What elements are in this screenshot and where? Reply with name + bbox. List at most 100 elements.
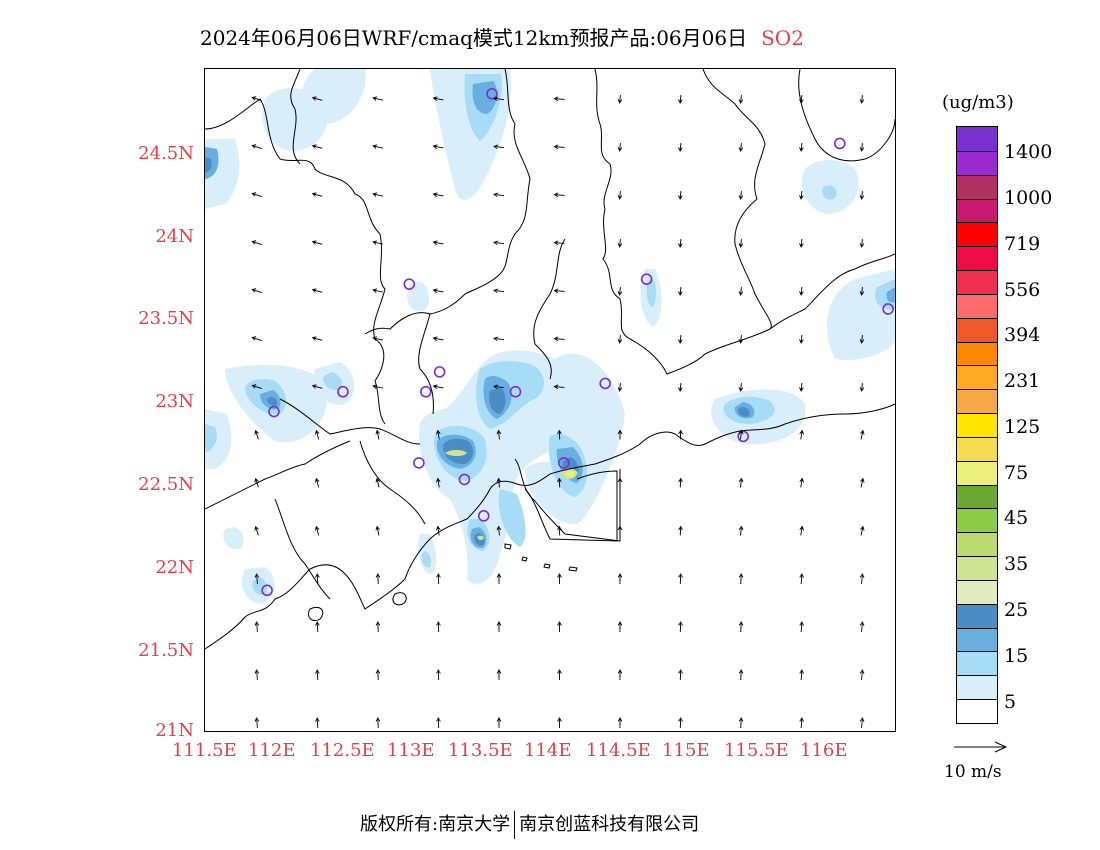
colorbar-swatch (957, 198, 997, 223)
wind-vector (557, 669, 562, 681)
wind-vector (493, 96, 505, 102)
field-5 (223, 527, 244, 550)
wind-vector (617, 429, 623, 440)
monitoring-stations (261, 88, 894, 597)
colorbar-label: 25 (1004, 599, 1029, 621)
lon-tick-label: 116E (800, 740, 848, 761)
wind-vector (553, 384, 565, 390)
colorbar-swatch (957, 222, 997, 247)
colorbar (956, 126, 998, 724)
wind-vector (799, 334, 804, 344)
colorbar-swatch (957, 150, 997, 176)
wind-vector (799, 190, 804, 200)
wind-vector (859, 238, 865, 248)
wind-vector (553, 144, 565, 150)
wind-vector (493, 240, 505, 246)
wind-vector (251, 384, 262, 389)
wind-vector (738, 382, 744, 392)
colorbar-swatch (957, 484, 997, 509)
wind-vector (617, 621, 623, 633)
wind-vector (436, 717, 441, 729)
wind-vector (311, 288, 323, 293)
colorbar-swatch (957, 127, 997, 152)
station-marker (557, 457, 570, 469)
wind-vector (799, 477, 804, 488)
colorbar-unit: (ug/m3) (942, 92, 1014, 113)
island (307, 606, 324, 622)
field-5 (205, 409, 232, 469)
wind-vector (436, 669, 441, 681)
wind-vector (375, 669, 381, 681)
wind-vector (251, 192, 262, 197)
map-plot-area (205, 69, 895, 731)
colorbar-swatch (957, 413, 997, 438)
boundary-line (359, 440, 426, 525)
colorbar-label: 394 (1004, 324, 1041, 346)
colorbar-swatch (957, 675, 997, 700)
colorbar-label: 556 (1004, 279, 1041, 301)
wind-vector (678, 190, 683, 200)
copyright-right: 南京创蓝科技有限公司 (519, 814, 700, 835)
lat-tick-label: 22N (155, 557, 194, 578)
station-marker (833, 137, 846, 150)
wind-vector (375, 429, 381, 440)
wind-vector (678, 429, 683, 440)
field-5 (826, 269, 895, 360)
wind-vector (372, 288, 383, 293)
wind-vector (799, 621, 804, 633)
wind-vector (432, 192, 444, 197)
wind-vector (254, 621, 260, 633)
wind-vector (493, 192, 505, 198)
wind-vector (678, 573, 683, 585)
boundary-line (594, 69, 631, 340)
colorbar-swatch (957, 460, 997, 486)
wind-vector (372, 192, 383, 197)
wind-vector (493, 288, 505, 294)
wind-vector (496, 621, 502, 633)
colorbar-label: 125 (1004, 416, 1041, 438)
island (521, 556, 528, 562)
wind-vector (859, 525, 865, 536)
wind-vector (311, 192, 323, 197)
lat-tick-label: 23N (155, 391, 194, 412)
wind-vector (557, 621, 562, 633)
colorbar-label: 231 (1004, 370, 1041, 392)
wind-vector (738, 94, 744, 104)
wind-vector (496, 669, 502, 681)
wind-vector (311, 144, 323, 149)
wind-vector (314, 429, 320, 440)
lon-tick-label: 113.5E (448, 740, 513, 761)
boundary-line (205, 440, 351, 510)
wind-vector (738, 142, 744, 152)
station-marker (413, 457, 425, 469)
wind-vector (553, 336, 565, 342)
wind-vector (617, 717, 623, 729)
wind-vector (617, 94, 623, 104)
wind-vector (315, 621, 320, 633)
colorbar-swatch (957, 246, 997, 271)
wind-vector (617, 190, 623, 200)
lon-tick-label: 113E (387, 740, 435, 761)
field-5 (300, 69, 366, 125)
wind-vector (436, 429, 441, 440)
station-marker (737, 430, 750, 443)
colorbar-swatch (957, 389, 997, 414)
wind-vector (799, 142, 804, 152)
field-25 (737, 407, 750, 417)
wind-vector (557, 717, 562, 729)
boundary-line (533, 238, 566, 380)
colorbar-swatch (957, 293, 997, 319)
wind-vector (314, 525, 320, 536)
wind-vector (372, 240, 383, 245)
wind-vector (678, 669, 683, 681)
wind-vector (557, 477, 562, 488)
wind-vector (251, 144, 262, 149)
wind-vector (678, 525, 683, 536)
station-marker (268, 405, 280, 418)
lon-tick-label: 115E (662, 740, 710, 761)
station-marker (337, 385, 349, 398)
wind-vectors (251, 94, 865, 729)
wind-vector (859, 429, 865, 440)
copyright-footer: 版权所有:南京大学 南京创蓝科技有限公司 (360, 810, 699, 839)
field-35 (565, 471, 575, 477)
